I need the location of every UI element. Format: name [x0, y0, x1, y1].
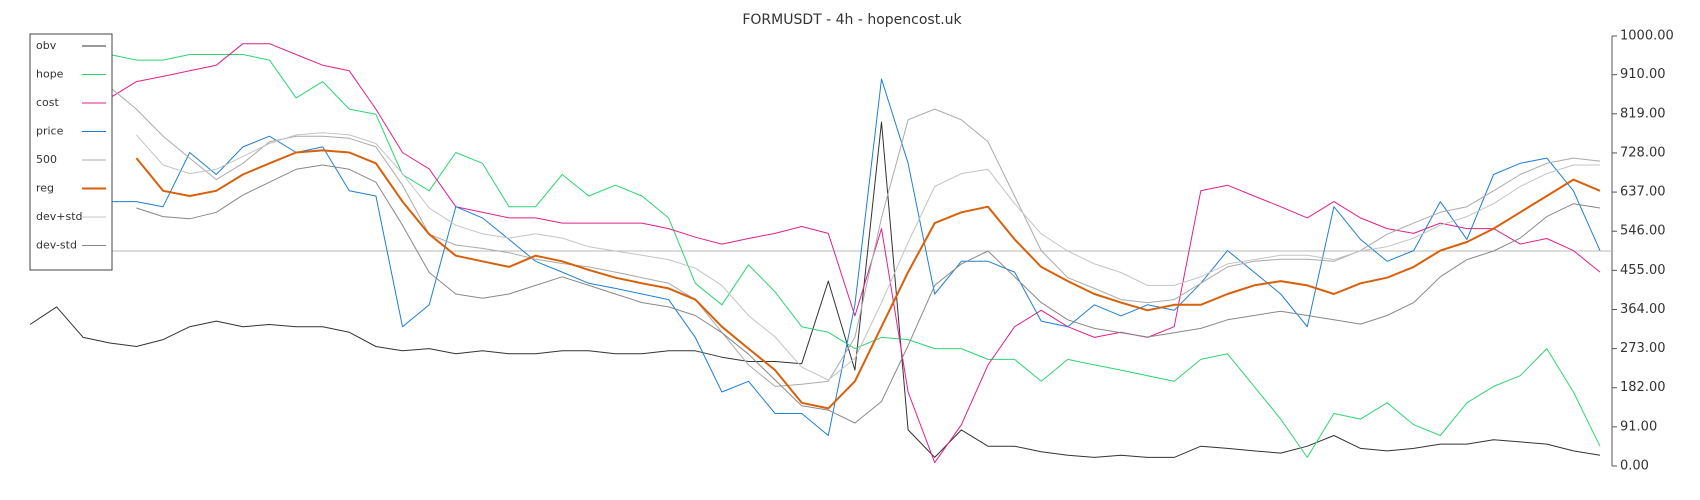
y-tick-label: 182.00 — [1620, 380, 1666, 395]
legend-label: obv — [36, 39, 57, 52]
series-line — [136, 132, 1600, 381]
series-line — [109, 78, 1601, 436]
legend-label: dev+std — [36, 210, 83, 223]
y-tick-label: 0.00 — [1620, 459, 1649, 474]
legend-label: cost — [36, 96, 60, 109]
y-tick-label: 819.00 — [1620, 106, 1666, 121]
y-tick-label: 364.00 — [1620, 302, 1666, 317]
series-line — [29, 121, 1601, 458]
y-tick-label: 1000.00 — [1620, 29, 1674, 44]
legend-label: price — [36, 125, 64, 138]
legend-label: dev-std — [36, 239, 77, 252]
series-line — [136, 164, 1601, 424]
y-tick-label: 546.00 — [1620, 224, 1666, 239]
legend-label: reg — [36, 182, 54, 195]
y-tick-label: 637.00 — [1620, 185, 1666, 200]
y-tick-label: 91.00 — [1620, 419, 1657, 434]
chart-title: FORMUSDT - 4h - hopencost.uk — [742, 12, 962, 28]
y-tick-label: 455.00 — [1620, 263, 1666, 278]
series-line — [135, 149, 1601, 410]
series-line — [109, 54, 1601, 458]
y-tick-label: 910.00 — [1620, 67, 1666, 82]
series-line — [109, 43, 1601, 464]
y-tick-label: 273.00 — [1620, 341, 1666, 356]
legend-label: hope — [36, 68, 64, 81]
y-tick-label: 728.00 — [1620, 145, 1666, 160]
legend-box — [29, 33, 113, 271]
legend-label: 500 — [36, 153, 57, 166]
